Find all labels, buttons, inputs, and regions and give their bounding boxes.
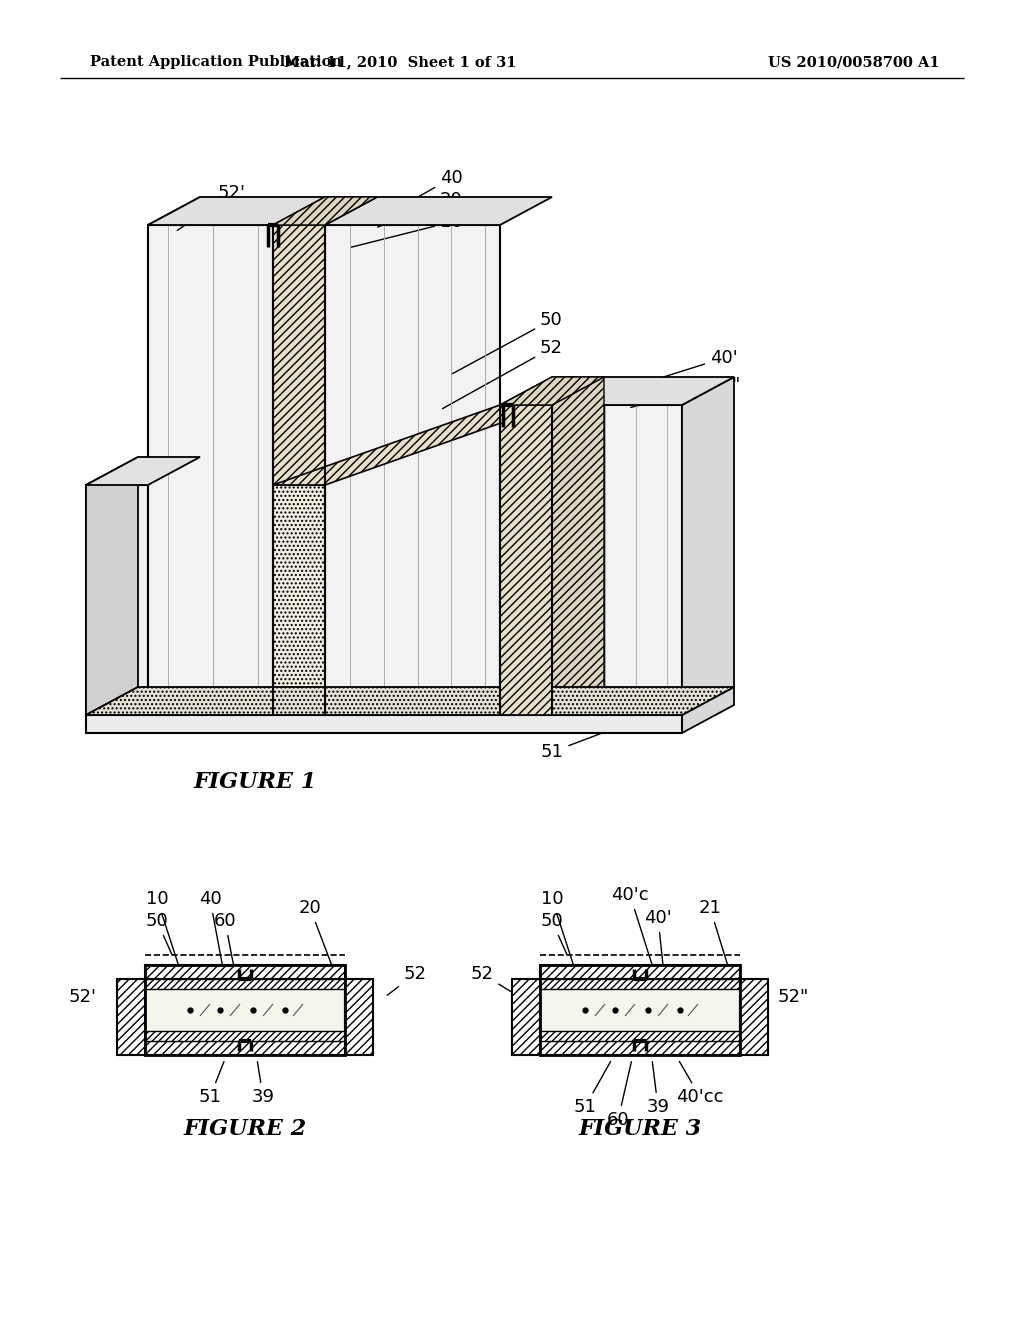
Polygon shape (500, 405, 552, 715)
Polygon shape (540, 1041, 740, 1055)
Text: 51: 51 (573, 1061, 610, 1115)
Polygon shape (273, 197, 377, 224)
Text: 39: 39 (646, 1061, 670, 1115)
Polygon shape (145, 1031, 345, 1041)
Polygon shape (500, 405, 552, 715)
Text: 51: 51 (541, 729, 615, 762)
Text: 52": 52" (631, 376, 741, 408)
Text: FIGURE 1: FIGURE 1 (194, 771, 316, 793)
Text: 52": 52" (778, 987, 809, 1006)
Polygon shape (500, 378, 604, 405)
Polygon shape (540, 979, 740, 989)
Text: 40: 40 (199, 890, 224, 977)
Polygon shape (540, 1031, 740, 1041)
Polygon shape (273, 197, 377, 224)
Polygon shape (86, 457, 200, 484)
Polygon shape (145, 1041, 345, 1055)
Polygon shape (682, 686, 734, 733)
Polygon shape (148, 224, 273, 715)
Polygon shape (86, 457, 138, 715)
Text: Patent Application Publication: Patent Application Publication (90, 55, 342, 69)
Text: 20: 20 (299, 899, 336, 977)
Text: Mar. 11, 2010  Sheet 1 of 31: Mar. 11, 2010 Sheet 1 of 31 (284, 55, 516, 69)
Polygon shape (86, 686, 734, 715)
Text: 40'c: 40'c (611, 886, 654, 972)
Polygon shape (273, 224, 325, 715)
Polygon shape (325, 197, 552, 224)
Text: 52': 52' (177, 183, 246, 231)
Polygon shape (145, 965, 345, 979)
Text: 40'cc: 40'cc (676, 1061, 724, 1106)
Polygon shape (273, 405, 552, 484)
Polygon shape (145, 979, 345, 1041)
Text: 20: 20 (378, 191, 463, 227)
Text: 39: 39 (252, 1061, 274, 1106)
Text: 50: 50 (453, 312, 563, 374)
Text: 10: 10 (145, 890, 182, 977)
Text: 51: 51 (199, 1061, 224, 1106)
Polygon shape (325, 224, 500, 715)
Polygon shape (682, 378, 734, 715)
Polygon shape (148, 197, 200, 715)
Polygon shape (145, 979, 345, 989)
Text: FIGURE 2: FIGURE 2 (183, 1118, 306, 1140)
Text: 52: 52 (442, 339, 563, 409)
Text: 60: 60 (606, 1061, 632, 1129)
Polygon shape (540, 979, 740, 1041)
Polygon shape (273, 224, 325, 484)
Text: 52: 52 (470, 965, 517, 995)
Text: 50: 50 (541, 912, 567, 954)
Polygon shape (345, 979, 373, 1055)
Polygon shape (86, 484, 148, 715)
Text: 52': 52' (69, 987, 97, 1006)
Polygon shape (552, 378, 604, 715)
Polygon shape (540, 965, 740, 979)
Text: 10: 10 (541, 890, 578, 977)
Text: 40: 40 (392, 169, 463, 211)
Polygon shape (500, 378, 604, 405)
Text: 40': 40' (644, 909, 672, 981)
Bar (540, 965, 740, 1055)
Polygon shape (740, 979, 768, 1055)
Polygon shape (552, 405, 682, 715)
Polygon shape (117, 979, 145, 1055)
Text: 21: 21 (698, 899, 731, 977)
Polygon shape (512, 979, 540, 1055)
Polygon shape (552, 378, 734, 405)
Text: US 2010/0058700 A1: US 2010/0058700 A1 (768, 55, 940, 69)
Text: 50: 50 (145, 912, 172, 954)
Text: 10: 10 (350, 213, 463, 247)
Text: 52: 52 (387, 965, 427, 995)
Polygon shape (148, 197, 325, 224)
Text: 40': 40' (641, 348, 737, 384)
Bar (145, 965, 345, 1055)
Text: FIGURE 3: FIGURE 3 (579, 1118, 701, 1140)
Polygon shape (552, 378, 604, 715)
Text: 60: 60 (214, 912, 237, 981)
Polygon shape (86, 715, 682, 733)
